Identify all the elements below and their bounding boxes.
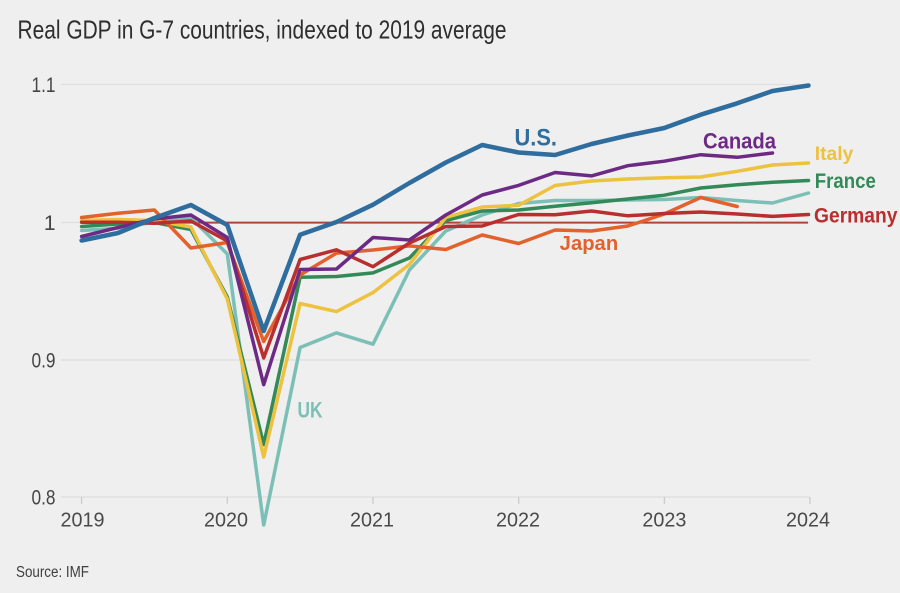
svg-text:0.8: 0.8 (32, 487, 56, 510)
svg-text:2019: 2019 (61, 509, 105, 532)
svg-text:Japan: Japan (560, 233, 619, 255)
svg-text:UK: UK (298, 398, 323, 423)
svg-text:France: France (815, 170, 876, 193)
svg-text:Real GDP in G-7 countries, ind: Real GDP in G-7 countries, indexed to 20… (18, 15, 507, 45)
svg-text:Canada: Canada (703, 129, 777, 154)
svg-text:1.1: 1.1 (32, 74, 56, 97)
svg-text:Source: IMF: Source: IMF (16, 564, 89, 581)
svg-text:0.9: 0.9 (32, 350, 56, 373)
svg-text:U.S.: U.S. (515, 125, 558, 152)
svg-text:Italy: Italy (815, 144, 854, 165)
svg-text:1: 1 (44, 212, 56, 235)
svg-text:2023: 2023 (642, 509, 686, 532)
svg-text:Germany: Germany (814, 204, 898, 227)
svg-text:2021: 2021 (350, 509, 394, 532)
svg-text:2024: 2024 (786, 509, 830, 532)
svg-text:2022: 2022 (496, 509, 540, 532)
svg-text:2020: 2020 (204, 509, 248, 532)
